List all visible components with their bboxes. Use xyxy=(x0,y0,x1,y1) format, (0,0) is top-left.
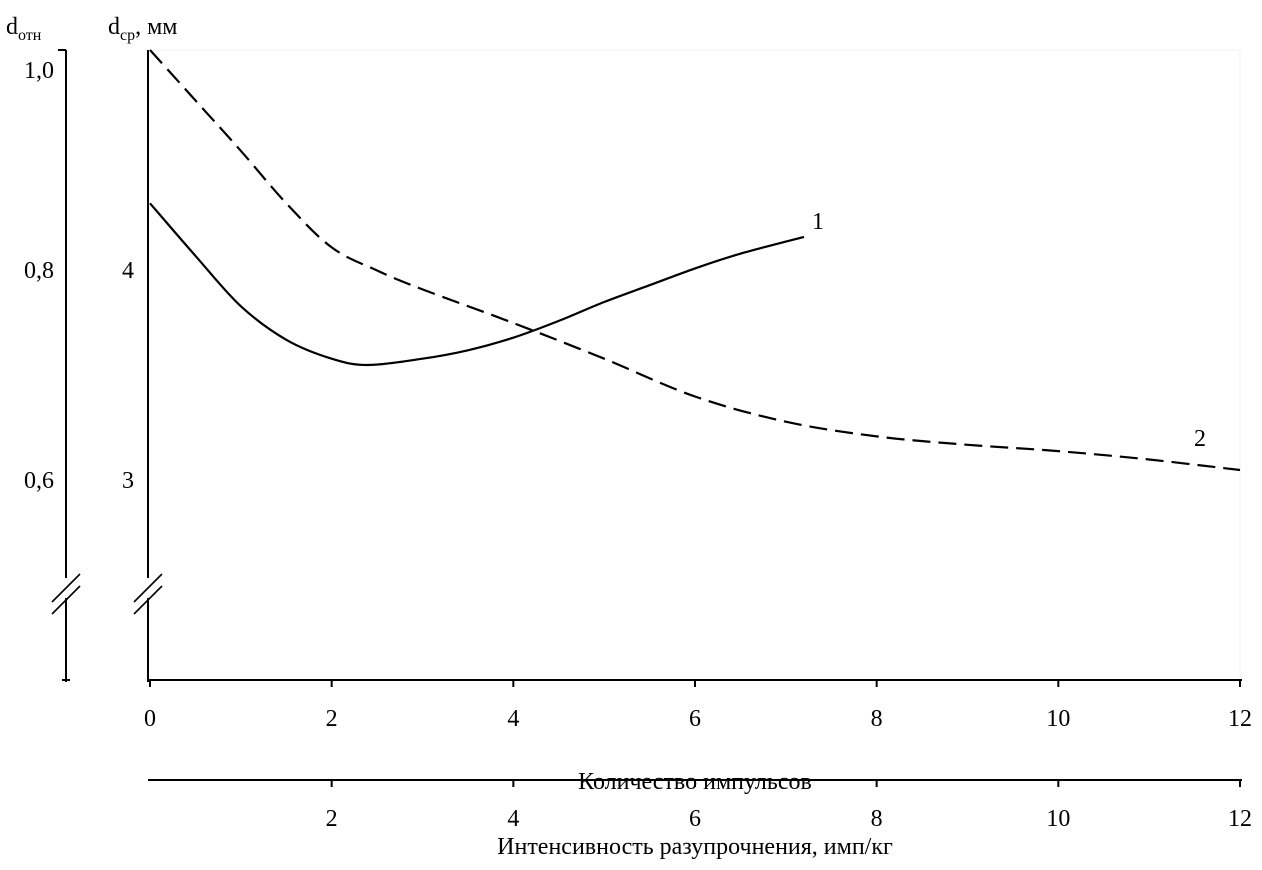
y-axis-dcp-tick-label-4: 4 xyxy=(122,258,134,284)
x-axis-pulses-tick-label-12: 12 xyxy=(1228,706,1252,732)
y-axis-dcp-title-sub: ср xyxy=(120,27,135,44)
y-axis-dotn-break-2 xyxy=(51,585,81,615)
series-1-label: 1 xyxy=(812,209,824,235)
series-group: 12 xyxy=(149,49,1241,472)
y-axis-dcp-title: dср, мм xyxy=(108,14,177,44)
y-axis-dotn-break-1 xyxy=(51,573,81,603)
y-axis-dotn-title: dотн xyxy=(6,14,42,44)
x-axis-pulses-ticks: 0 2 4 6 8 10 12 xyxy=(144,680,1252,732)
y-axis-dcp-title-main: d xyxy=(108,14,120,40)
x-axis-pulses-tick-label-6: 6 xyxy=(689,706,701,732)
y-axis-dcp-break-1 xyxy=(133,573,163,603)
y-axis-dotn-title-sub: отн xyxy=(18,27,42,44)
x-axis-intensity-tick-label-4: 4 xyxy=(507,806,519,832)
x-axis-intensity-tick-label-2: 2 xyxy=(326,806,338,832)
x-axis-pulses-tick-label-2: 2 xyxy=(326,706,338,732)
y-axis-dotn-tick-label-0-6: 0,6 xyxy=(24,468,54,494)
x-axis-pulses-tick-label-10: 10 xyxy=(1046,706,1070,732)
x-axis-intensity-tick-label-6: 6 xyxy=(689,806,701,832)
y-axis-dotn: 1,0 0,8 0,6 xyxy=(24,49,81,682)
y-axis-dotn-tick-label-0-8: 0,8 xyxy=(24,258,54,284)
series-2-line xyxy=(149,49,1241,472)
x-axis-pulses-tick-label-4: 4 xyxy=(507,706,519,732)
series-1-line xyxy=(149,202,805,367)
plot-frame xyxy=(150,49,1241,680)
x-axis-intensity-ticks: 2 4 6 8 10 12 xyxy=(326,780,1252,832)
y-axis-dotn-tick-label-1-0: 1,0 xyxy=(24,58,54,84)
y-axis-dotn-title-main: d xyxy=(6,14,18,40)
x-axis-intensity-tick-label-12: 12 xyxy=(1228,806,1252,832)
x-axis-pulses-tick-label-0: 0 xyxy=(144,706,156,732)
x-axis-intensity-tick-label-8: 8 xyxy=(871,806,883,832)
y-axis-dcp-title-suffix: , мм xyxy=(135,14,177,40)
x-axis-intensity-tick-label-10: 10 xyxy=(1046,806,1070,832)
x-axis-pulses: 0 2 4 6 8 10 12 Количество импульсов xyxy=(144,679,1252,795)
y-axis-dcp: 4 3 xyxy=(122,50,163,682)
x-axis-intensity-title: Интенсивность разупрочнения, имп/кг xyxy=(497,834,893,860)
y-axis-dcp-break-2 xyxy=(133,585,163,615)
series-2-label: 2 xyxy=(1194,426,1206,452)
x-axis-intensity: 2 4 6 8 10 12 Интенсивность разупрочнения, им… xyxy=(148,779,1252,860)
x-axis-pulses-tick-label-8: 8 xyxy=(871,706,883,732)
y-axis-dcp-tick-label-3: 3 xyxy=(122,468,134,494)
